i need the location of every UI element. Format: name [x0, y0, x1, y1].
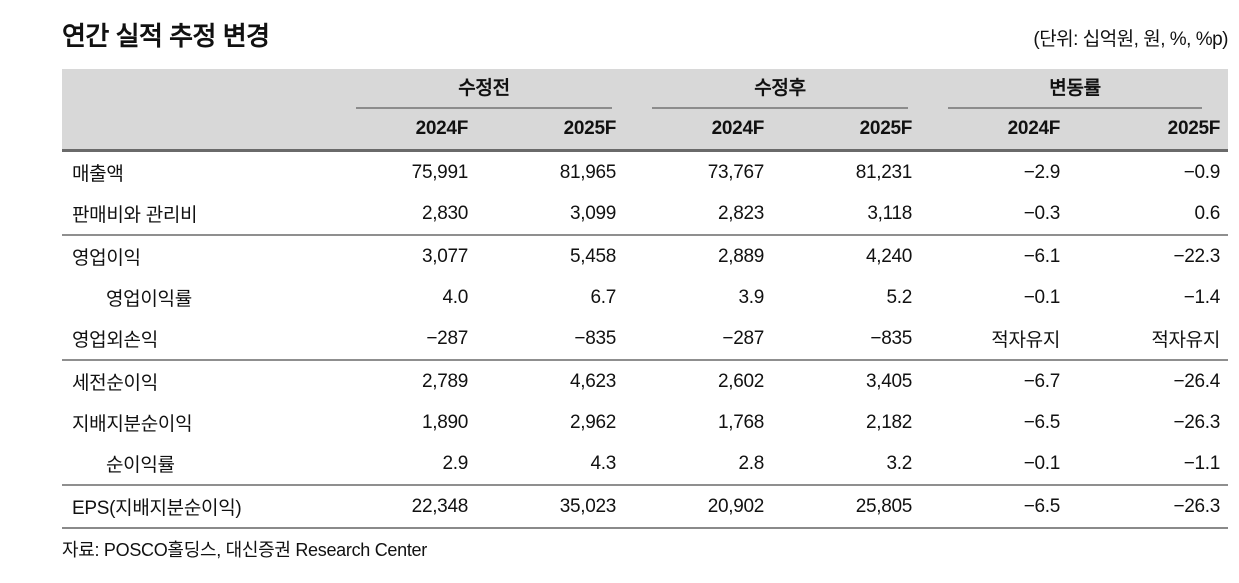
corner-cell: [62, 69, 342, 152]
cell-value: −6.1: [1023, 245, 1061, 267]
row-label: 판매비와 관리비: [62, 193, 342, 236]
cell-value: 4,623: [569, 370, 617, 392]
table-header: 수정전 수정후 변동률 2024F 2025F 2024F 2025F 2024…: [62, 69, 1229, 152]
table-row: 세전순이익 2,789 4,623 2,602 3,405 −6.7 −26.4: [62, 360, 1228, 402]
row-label: EPS(지배지분순이익): [62, 485, 342, 529]
cell-value: 25,805: [786, 485, 935, 529]
cell-value: 5,458: [569, 245, 617, 267]
cell-value: 3.2: [786, 443, 935, 486]
cell-value: 2.8: [638, 443, 787, 486]
cell-value: 6.7: [590, 286, 617, 308]
source-note: 자료: POSCO홀딩스, 대신증권 Research Center: [62, 540, 427, 560]
year-header: 2025F: [786, 109, 935, 152]
year-header: 2025F: [490, 109, 639, 152]
unit-note: (단위: 십억원, 원, %, %p): [1033, 29, 1228, 50]
cell-value: −0.1: [1023, 286, 1061, 308]
table-row: 영업이익 3,077 5,458 2,889 4,240 −6.1 −22.3: [62, 235, 1228, 277]
group-header-change: 변동률: [934, 69, 1229, 109]
row-label: 순이익률: [62, 443, 342, 486]
cell-value: 1,768: [717, 411, 765, 433]
cell-value: −287: [638, 318, 787, 361]
table-row: 지배지분순이익 1,890 2,962 1,768 2,182 −6.5 −26.3: [62, 402, 1228, 443]
cell-value: −6.5: [934, 485, 1083, 529]
cell-value: 2,823: [638, 193, 787, 236]
cell-value: 적자유지: [1082, 318, 1229, 361]
cell-value: −0.1: [934, 443, 1083, 486]
group-label: 수정후: [652, 73, 909, 109]
cell-value: −26.3: [1082, 485, 1229, 529]
year-header: 2025F: [1082, 109, 1229, 152]
cell-value: 2,602: [717, 370, 765, 392]
cell-value: −835: [786, 318, 935, 361]
cell-value: 22,348: [342, 485, 490, 529]
year-header: 2024F: [638, 109, 787, 152]
group-header-row: 수정전 수정후 변동률: [62, 69, 1229, 152]
cell-value: 3,118: [786, 193, 935, 236]
cell-value: 3,077: [421, 245, 468, 267]
cell-value: 75,991: [411, 161, 469, 183]
row-label: 영업이익: [72, 248, 141, 269]
cell-value: −26.3: [1173, 411, 1221, 433]
row-label: 지배지분순이익: [72, 414, 193, 435]
cell-value: −6.5: [1023, 411, 1061, 433]
cell-value: −6.7: [1023, 370, 1061, 392]
cell-value: 81,231: [855, 161, 913, 183]
table-title-row: 연간 실적 추정 변경 (단위: 십억원, 원, %, %p): [62, 0, 1228, 53]
cell-value: 2.9: [342, 443, 490, 486]
row-label: 세전순이익: [72, 373, 158, 394]
table-row: EPS(지배지분순이익) 22,348 35,023 20,902 25,805 −6.5…: [62, 485, 1229, 529]
cell-value: 4.0: [442, 286, 468, 308]
cell-value: 3.9: [738, 286, 765, 308]
cell-value: 2,789: [421, 370, 468, 392]
cell-value: 2,889: [717, 245, 765, 267]
cell-value: 73,767: [707, 161, 765, 183]
cell-value: −287: [342, 318, 490, 361]
cell-value: −2.9: [1023, 161, 1061, 183]
table-row: 영업이익률 4.0 6.7 3.9 5.2 −0.1 −1.4: [62, 277, 1228, 318]
cell-value: −835: [490, 318, 639, 361]
cell-value: 4.3: [490, 443, 639, 486]
cell-value: 2,830: [342, 193, 490, 236]
cell-value: 35,023: [490, 485, 639, 529]
cell-value: 4,240: [865, 245, 913, 267]
cell-value: 1,890: [421, 411, 468, 433]
cell-value: 적자유지: [934, 318, 1083, 361]
cell-value: −0.3: [934, 193, 1083, 236]
group-label: 변동률: [948, 73, 1203, 109]
cell-value: −1.1: [1082, 443, 1229, 486]
table-row: 판매비와 관리비 2,830 3,099 2,823 3,118 −0.3 0.6: [62, 193, 1229, 236]
group-label: 수정전: [356, 73, 613, 109]
row-label: 영업이익률: [106, 289, 192, 310]
cell-value: −22.3: [1173, 245, 1221, 267]
cell-value: −1.4: [1183, 286, 1221, 308]
table-row: 매출액 75,991 81,965 73,767 81,231 −2.9 −0.9: [62, 151, 1228, 194]
row-label: 영업외손익: [62, 318, 342, 361]
cell-value: 81,965: [559, 161, 617, 183]
page-title: 연간 실적 추정 변경: [62, 21, 270, 51]
cell-value: 5.2: [886, 286, 913, 308]
year-header: 2024F: [934, 109, 1083, 152]
year-header: 2024F: [342, 109, 490, 152]
group-header-after: 수정후: [638, 69, 935, 109]
cell-value: 3,099: [490, 193, 639, 236]
cell-value: 3,405: [865, 370, 913, 392]
cell-value: −0.9: [1183, 161, 1221, 183]
cell-value: 2,962: [569, 411, 617, 433]
estimate-revision-table: 수정전 수정후 변동률 2024F 2025F 2024F 2025F 2024…: [62, 69, 1229, 529]
cell-value: −26.4: [1173, 370, 1221, 392]
table-row: 영업외손익 −287 −835 −287 −835 적자유지 적자유지: [62, 318, 1229, 361]
group-header-before: 수정전: [342, 69, 639, 109]
year-header-row: 2024F 2025F 2024F 2025F 2024F 2025F: [62, 109, 1229, 152]
cell-value: 20,902: [638, 485, 787, 529]
table-row: 순이익률 2.9 4.3 2.8 3.2 −0.1 −1.1: [62, 443, 1229, 486]
row-label: 매출액: [72, 164, 124, 185]
cell-value: 0.6: [1082, 193, 1229, 236]
cell-value: 2,182: [865, 411, 913, 433]
table-body: 매출액 75,991 81,965 73,767 81,231 −2.9 −0.9 판매비와 …: [62, 151, 1229, 529]
